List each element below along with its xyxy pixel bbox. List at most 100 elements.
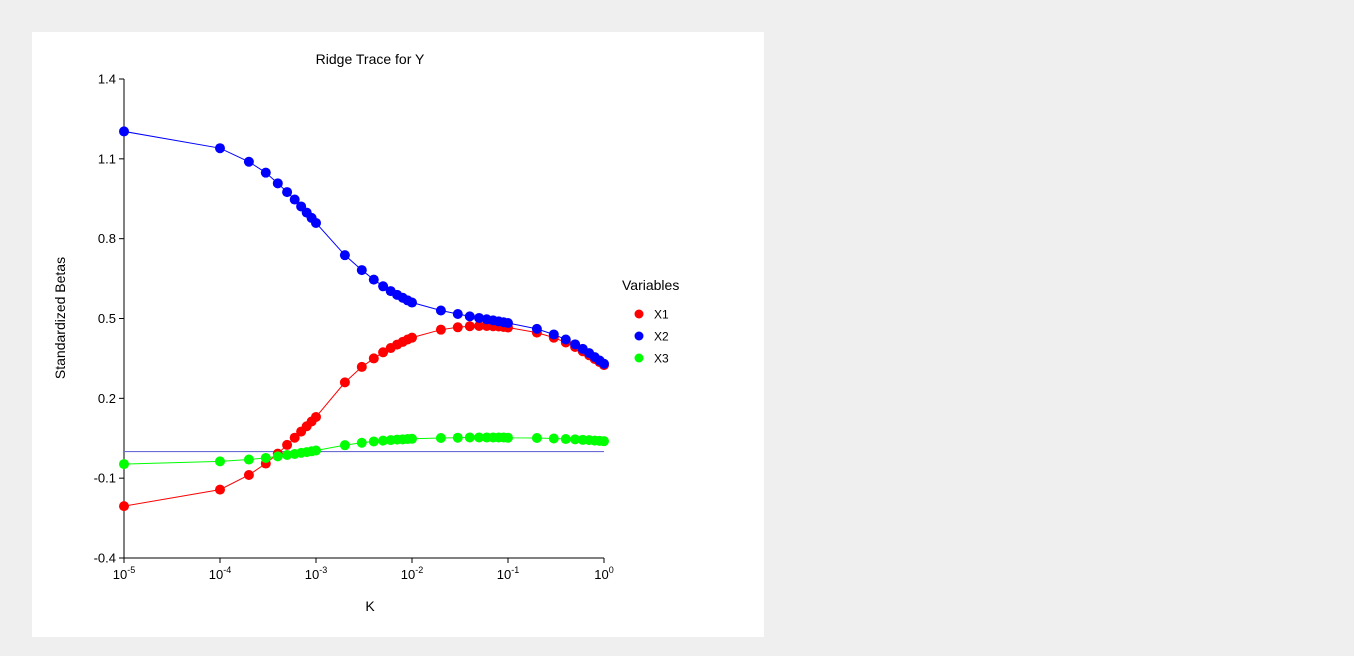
data-point-x3 [570,434,581,445]
data-point-x2 [474,312,485,323]
data-point-x3 [435,432,446,443]
x-axis: 10-5 10-4 10-3 10-2 10-1 100 [113,557,614,582]
data-point-x1 [289,432,300,443]
x-tick-base: 10 [113,567,127,582]
data-point-x1 [464,321,475,332]
data-point-x2 [570,339,581,350]
series-points [119,126,609,512]
data-point-x3 [503,432,513,443]
data-point-x3 [260,452,271,463]
data-point-x2 [282,187,293,198]
data-point-x2 [531,323,542,334]
y-axis-title: Standardized Betas [52,257,68,379]
legend-label-x3: X3 [654,352,669,366]
x-tick-exponent: -2 [415,565,423,575]
x-tick-label: 10-2 [401,565,423,582]
x-tick-label: 10-4 [209,565,231,582]
x-tick-exponent: -5 [127,565,135,575]
data-point-x3 [119,459,129,470]
x-tick-base: 10 [497,567,511,582]
x-tick-label: 10-3 [305,565,327,582]
ridge-trace-chart: Ridge Trace for Y -0.4 -0.1 0.2 0.5 0.8 1.1 1.… [52,51,679,614]
data-point-x3 [474,432,485,443]
legend-marker-x2 [634,331,644,341]
data-point-x3 [282,450,293,461]
series-lines [123,130,605,507]
data-point-x3 [407,433,417,444]
data-point-x2 [339,250,350,261]
data-point-x2 [243,156,254,167]
data-point-x1 [311,411,321,422]
data-point-x2 [311,217,321,228]
data-point-x3 [548,433,559,444]
data-point-x1 [407,332,417,343]
data-point-x3 [599,436,609,447]
y-tick-label: 0.5 [98,311,116,326]
x-tick-label: 10-1 [497,565,519,582]
x-axis-title: K [365,598,375,614]
x-tick-base: 10 [209,567,223,582]
data-point-x3 [378,435,389,446]
data-point-x2 [464,311,475,322]
data-point-x3 [215,456,225,467]
data-point-x1 [119,501,129,512]
data-point-x3 [356,437,367,448]
data-point-x2 [435,305,446,316]
y-tick-label: 0.8 [98,231,116,246]
series-line-x1 [123,325,605,507]
data-point-x1 [282,439,293,450]
legend-label-x2: X2 [654,330,669,344]
data-point-x1 [452,322,463,333]
data-point-x3 [339,440,350,451]
data-point-x2 [378,281,389,292]
data-point-x2 [260,167,271,178]
x-tick-base: 10 [401,567,415,582]
y-tick-label: 0.2 [98,391,116,406]
x-tick-exponent: -1 [511,565,519,575]
data-point-x3 [531,432,542,443]
chart-title: Ridge Trace for Y [316,51,425,67]
x-tick-label: 100 [594,565,613,582]
data-point-x1 [474,320,485,331]
y-tick-label: -0.1 [94,471,116,486]
data-point-x2 [289,194,300,205]
x-tick-label: 10-5 [113,565,135,582]
y-tick-label: 1.4 [98,72,116,87]
data-point-x3 [243,454,254,465]
data-point-x2 [503,318,513,329]
data-point-x3 [272,451,283,462]
data-point-x3 [368,436,379,447]
data-point-x2 [356,265,367,276]
legend-title: Variables [622,277,679,293]
data-point-x2 [452,308,463,319]
legend: Variables X1 X2 X3 [622,277,679,366]
data-point-x1 [243,469,254,480]
legend-marker-x3 [634,353,644,363]
data-point-x3 [452,432,463,443]
y-tick-label: 1.1 [98,151,116,166]
data-point-x3 [311,445,321,456]
data-point-x1 [435,324,446,335]
x-tick-exponent: -4 [223,565,231,575]
data-point-x1 [215,484,225,495]
chart-panel: Ridge Trace for Y -0.4 -0.1 0.2 0.5 0.8 1.1 1.… [32,32,764,637]
x-tick-exponent: 0 [609,565,614,575]
legend-marker-x1 [634,309,644,319]
data-point-x3 [464,432,475,443]
data-point-x2 [368,274,379,285]
x-tick-base: 10 [594,567,608,582]
data-point-x2 [560,334,571,345]
y-axis: -0.4 -0.1 0.2 0.5 0.8 1.1 1.4 [94,72,125,566]
data-point-x1 [356,361,367,372]
x-tick-base: 10 [305,567,319,582]
x-tick-exponent: -3 [319,565,327,575]
data-point-x1 [378,347,389,358]
data-point-x1 [339,377,350,388]
data-point-x2 [548,329,559,340]
data-point-x2 [407,297,417,308]
data-point-x2 [599,358,609,369]
y-tick-label: -0.4 [94,551,116,566]
data-point-x2 [119,126,129,137]
data-point-x2 [215,143,225,154]
data-point-x3 [560,434,571,445]
